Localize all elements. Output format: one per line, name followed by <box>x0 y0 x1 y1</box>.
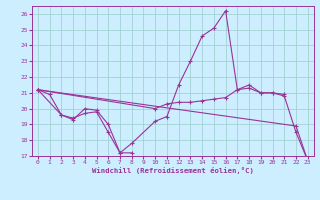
X-axis label: Windchill (Refroidissement éolien,°C): Windchill (Refroidissement éolien,°C) <box>92 167 254 174</box>
